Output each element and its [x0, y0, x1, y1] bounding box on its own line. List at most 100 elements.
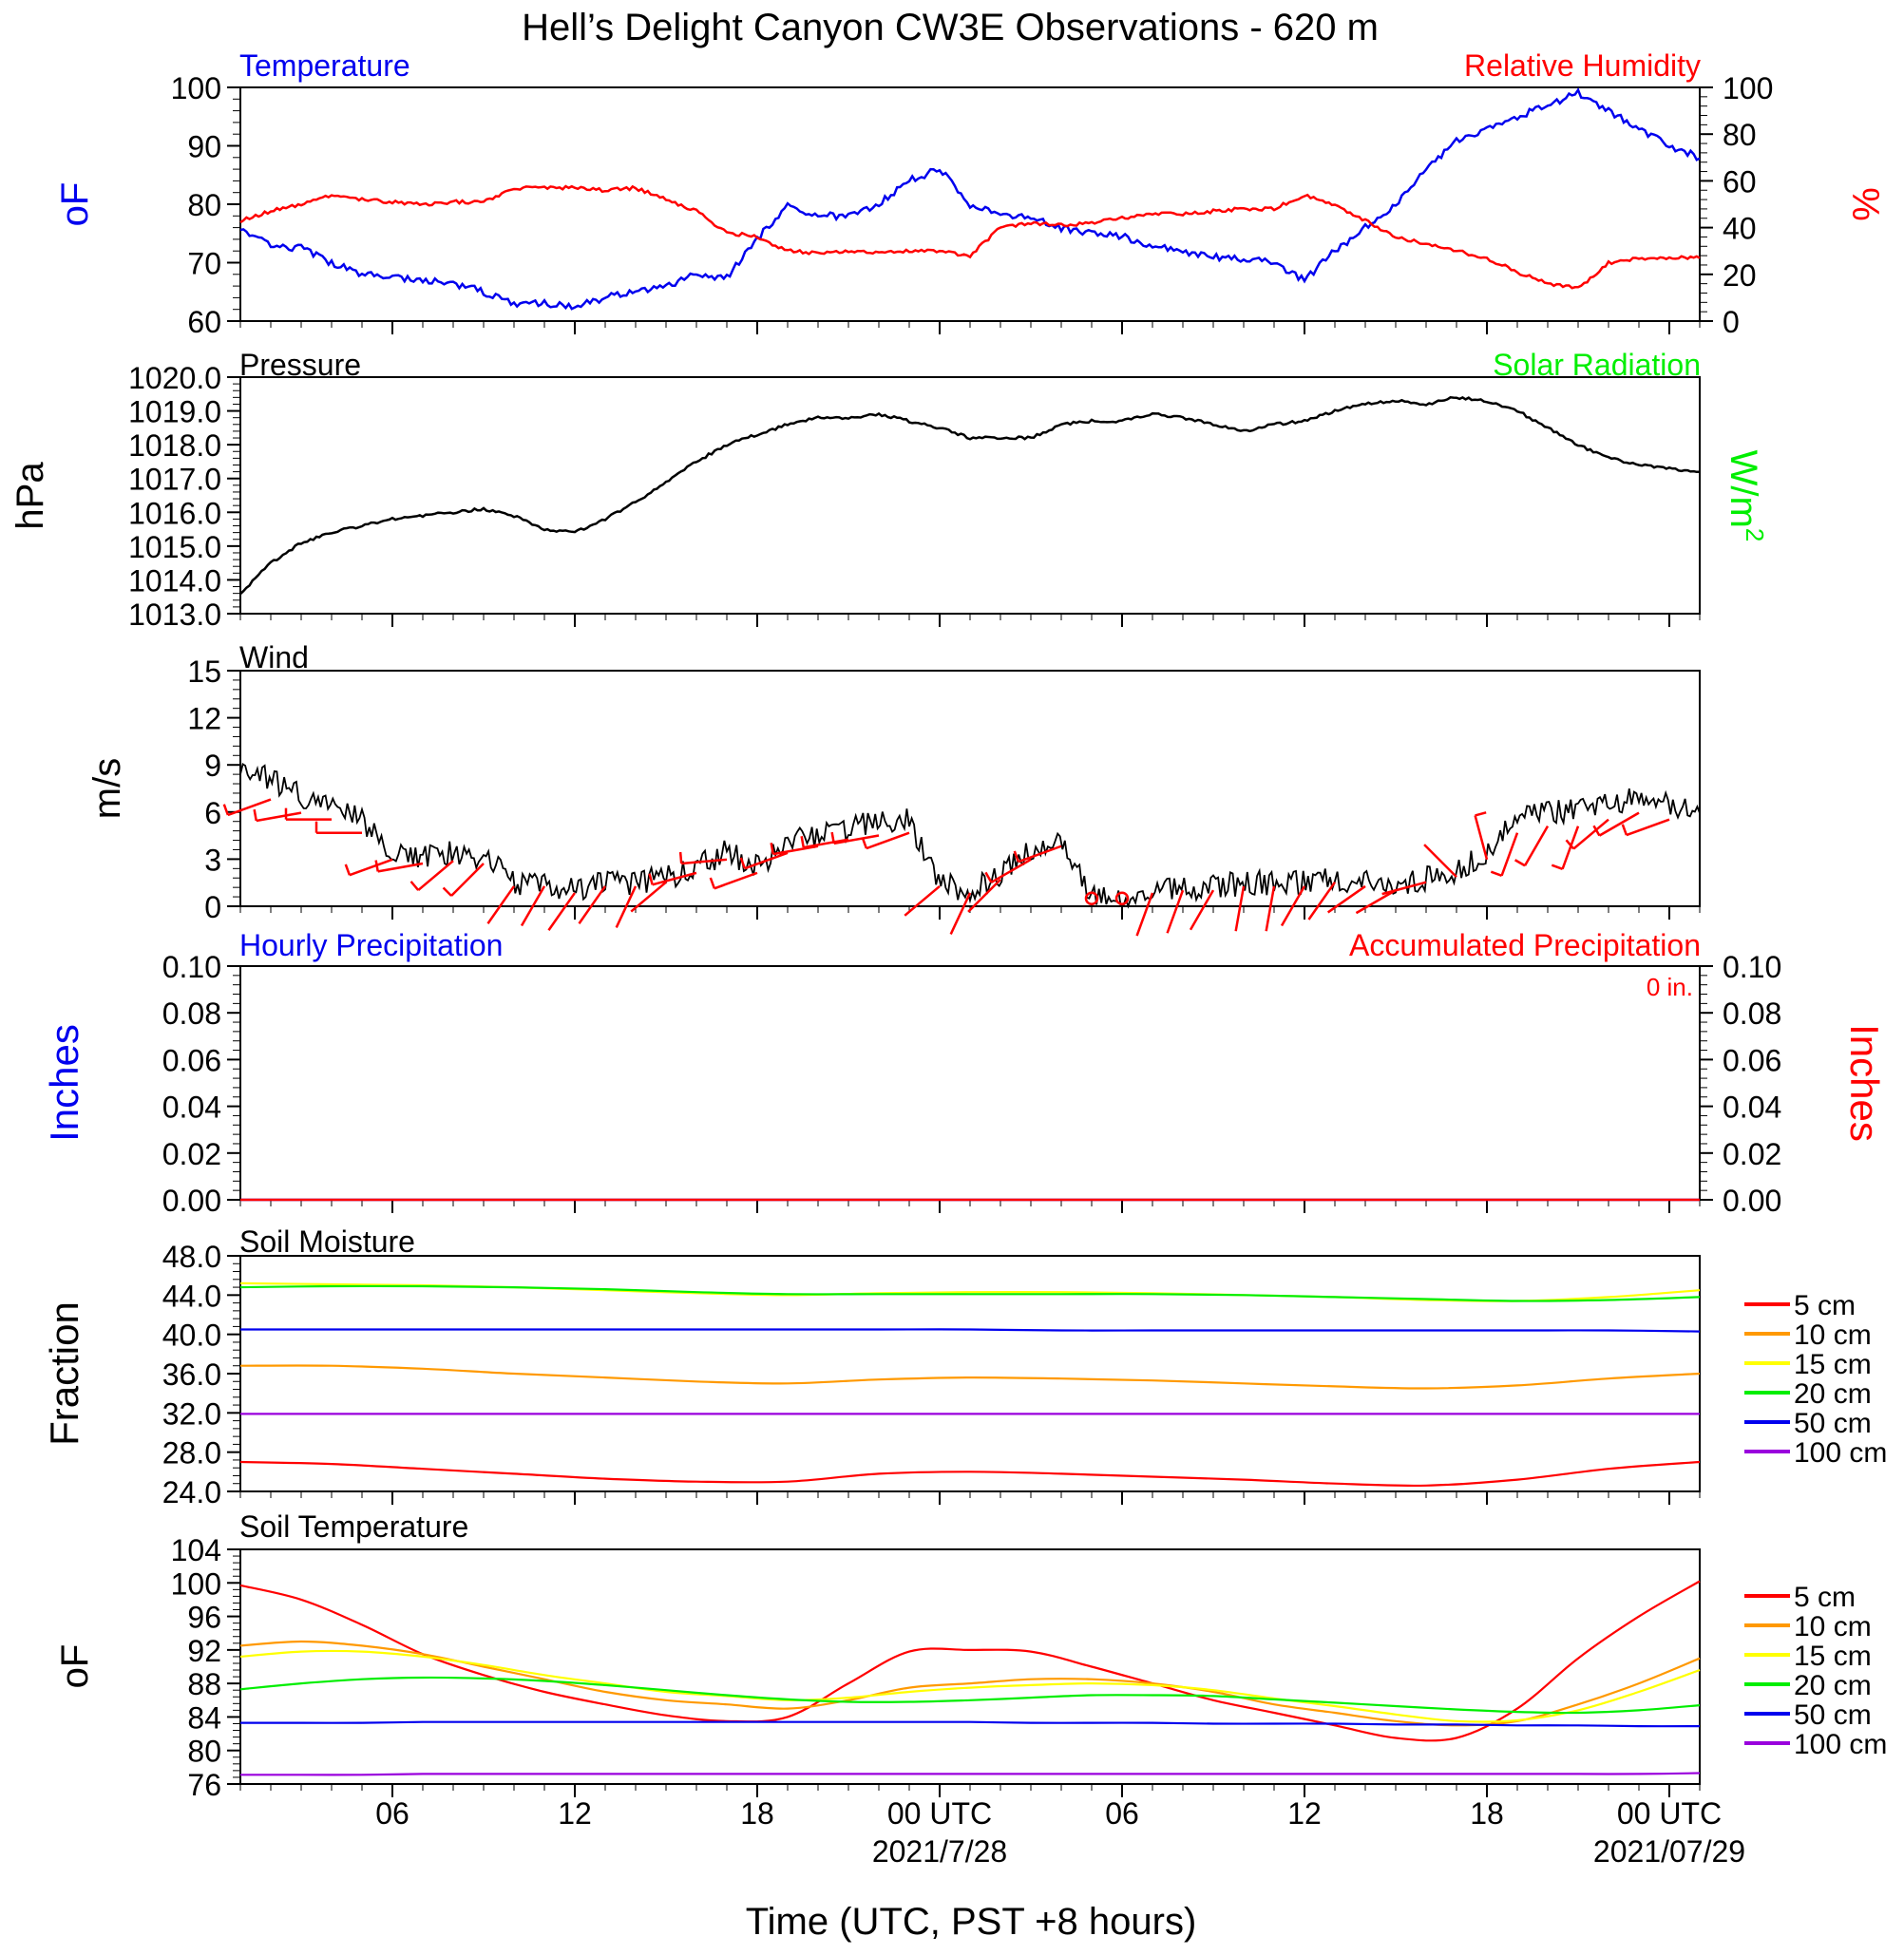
legend-label: 15 cm: [1794, 1349, 1872, 1380]
y-tick-label: 0.04: [1723, 1091, 1781, 1125]
pressure-unit: hPa: [10, 462, 51, 530]
wind-barb-shaft: [630, 881, 667, 913]
y-tick-label: 100: [171, 1566, 221, 1601]
y-tick-label: 36.0: [162, 1357, 221, 1392]
wind-barb-shaft: [578, 885, 607, 924]
temperature-title: Temperature: [239, 48, 410, 83]
wind-barb-shaft: [256, 811, 302, 823]
y-tick-label: 20: [1723, 258, 1757, 293]
wind-barb-shaft: [681, 858, 728, 865]
y-tick-label: 44.0: [162, 1279, 221, 1313]
wind-barb-flag: [409, 881, 420, 891]
hourly-precip-title: Hourly Precipitation: [239, 928, 503, 962]
x-date-label: 2021/07/29: [1593, 1834, 1745, 1869]
wind-barb-shaft: [1018, 845, 1062, 864]
wind-barb-shaft: [714, 871, 758, 890]
y-tick-label: 1016.0: [128, 496, 221, 530]
y-tick-label: 0: [1723, 305, 1740, 339]
y-tick-label: 100: [171, 71, 221, 105]
wind-barb-shaft: [949, 892, 972, 935]
wind-barb-shaft: [1326, 884, 1366, 914]
soil-moisture-panel: Soil Moisture Fraction 24.0 28.0 32.0 36.0 4…: [42, 1224, 1887, 1509]
wind-barb-shaft: [417, 860, 454, 892]
y-tick-label: 0.00: [162, 1184, 221, 1218]
y-tick-label: 9: [204, 749, 221, 783]
wind-barb-flag: [648, 873, 654, 885]
wind-barb-shaft: [349, 858, 393, 877]
y-tick-label: 0.00: [1723, 1184, 1781, 1218]
wind-barb-shaft: [1474, 815, 1489, 861]
wind-plot-frame: [239, 670, 1701, 907]
temperature-unit: oF: [54, 182, 96, 227]
wind-barb-flag: [442, 886, 452, 897]
solar-radiation-unit: W/m2: [1723, 450, 1769, 542]
legend-label: 10 cm: [1794, 1319, 1872, 1351]
y-tick-label: 1015.0: [128, 530, 221, 564]
wind-barb-flag: [709, 877, 716, 889]
y-tick-label: 1013.0: [128, 598, 221, 632]
legend-label: 20 cm: [1794, 1378, 1872, 1410]
wind-barb-flag: [739, 857, 747, 869]
wind-barb-flag: [1565, 839, 1575, 850]
x-tick-label: 18: [740, 1796, 774, 1831]
soil-moisture-lines: [239, 1281, 1701, 1488]
y-tick-label: 24.0: [162, 1475, 221, 1509]
y-tick-label: 1020.0: [128, 361, 221, 395]
wind-barb-shaft: [803, 838, 849, 849]
accum-precip-title: Accumulated Precipitation: [1349, 928, 1701, 962]
y-tick-label: 0.02: [1723, 1137, 1781, 1171]
wind-barb-flag: [1490, 870, 1503, 877]
x-tick-label: 18: [1470, 1796, 1504, 1831]
precip-time-ticks: [239, 1200, 1701, 1213]
solar-radiation-unit-base: W/m: [1723, 450, 1764, 528]
legend-label: 100 cm: [1794, 1437, 1887, 1469]
wind-barb-shaft: [547, 892, 577, 931]
wind-barb-flag: [1621, 824, 1628, 836]
legend-label: 50 cm: [1794, 1699, 1872, 1731]
soil-series-line: [239, 1676, 1701, 1715]
wind-barb-shaft: [1280, 885, 1306, 927]
soil-series-line: [240, 1720, 1701, 1728]
hourly-precip-unit: Inches: [42, 1024, 86, 1142]
precipitation-plot-frame: [239, 965, 1701, 1201]
wind-barb-flag: [984, 871, 993, 883]
soil-series-line: [239, 1460, 1701, 1488]
wind-barb-shaft: [1423, 844, 1457, 878]
wind-barb-flag: [1514, 859, 1526, 867]
wind-barb-shaft: [1135, 892, 1154, 937]
wind-time-ticks: [239, 906, 1701, 920]
x-axis-title: Time (UTC, PST +8 hours): [746, 1901, 1197, 1943]
solar-radiation-unit-sup: 2: [1741, 528, 1769, 541]
x-tick-label: 06: [1105, 1796, 1139, 1831]
wind-barb-shaft: [1355, 889, 1397, 915]
soil-series-line: [239, 1640, 1701, 1727]
y-tick-label: 1019.0: [128, 395, 221, 429]
wind-barb-shaft: [1572, 818, 1609, 850]
temperature-axis-ticks: 60 70 80 90 100: [171, 71, 240, 339]
y-tick-label: 32.0: [162, 1396, 221, 1431]
wind-barb-shaft: [833, 834, 880, 845]
soil-moisture-axis-ticks: 24.0 28.0 32.0 36.0 40.0 44.0 48.0: [162, 1240, 240, 1509]
y-tick-label: 90: [187, 130, 221, 164]
wind-barb-shaft: [450, 863, 485, 897]
y-tick-label: 0.08: [1723, 996, 1781, 1031]
wind-axis-ticks: 0 3 6 9 12 15: [187, 655, 240, 924]
wind-barb-shaft: [744, 851, 789, 870]
wind-barb-shaft: [1598, 811, 1640, 837]
y-tick-label: 104: [171, 1533, 221, 1567]
soil-series-line: [239, 1328, 1701, 1333]
x-tick-label: 00 UTC: [887, 1796, 992, 1831]
y-tick-label: 1017.0: [128, 463, 221, 497]
wind-barb-shaft: [1626, 818, 1670, 837]
y-tick-label: 0: [204, 890, 221, 924]
calm-wind-circle: [1084, 891, 1099, 905]
wind-barb-shaft: [1189, 889, 1215, 931]
y-tick-label: 84: [187, 1700, 221, 1735]
y-tick-label: 70: [187, 247, 221, 281]
x-tick-label: 06: [375, 1796, 409, 1831]
precipitation-panel: Hourly Precipitation Accumulated Precipi…: [42, 928, 1887, 1218]
soil-series-line: [239, 1364, 1701, 1390]
y-tick-label: 40.0: [162, 1319, 221, 1353]
